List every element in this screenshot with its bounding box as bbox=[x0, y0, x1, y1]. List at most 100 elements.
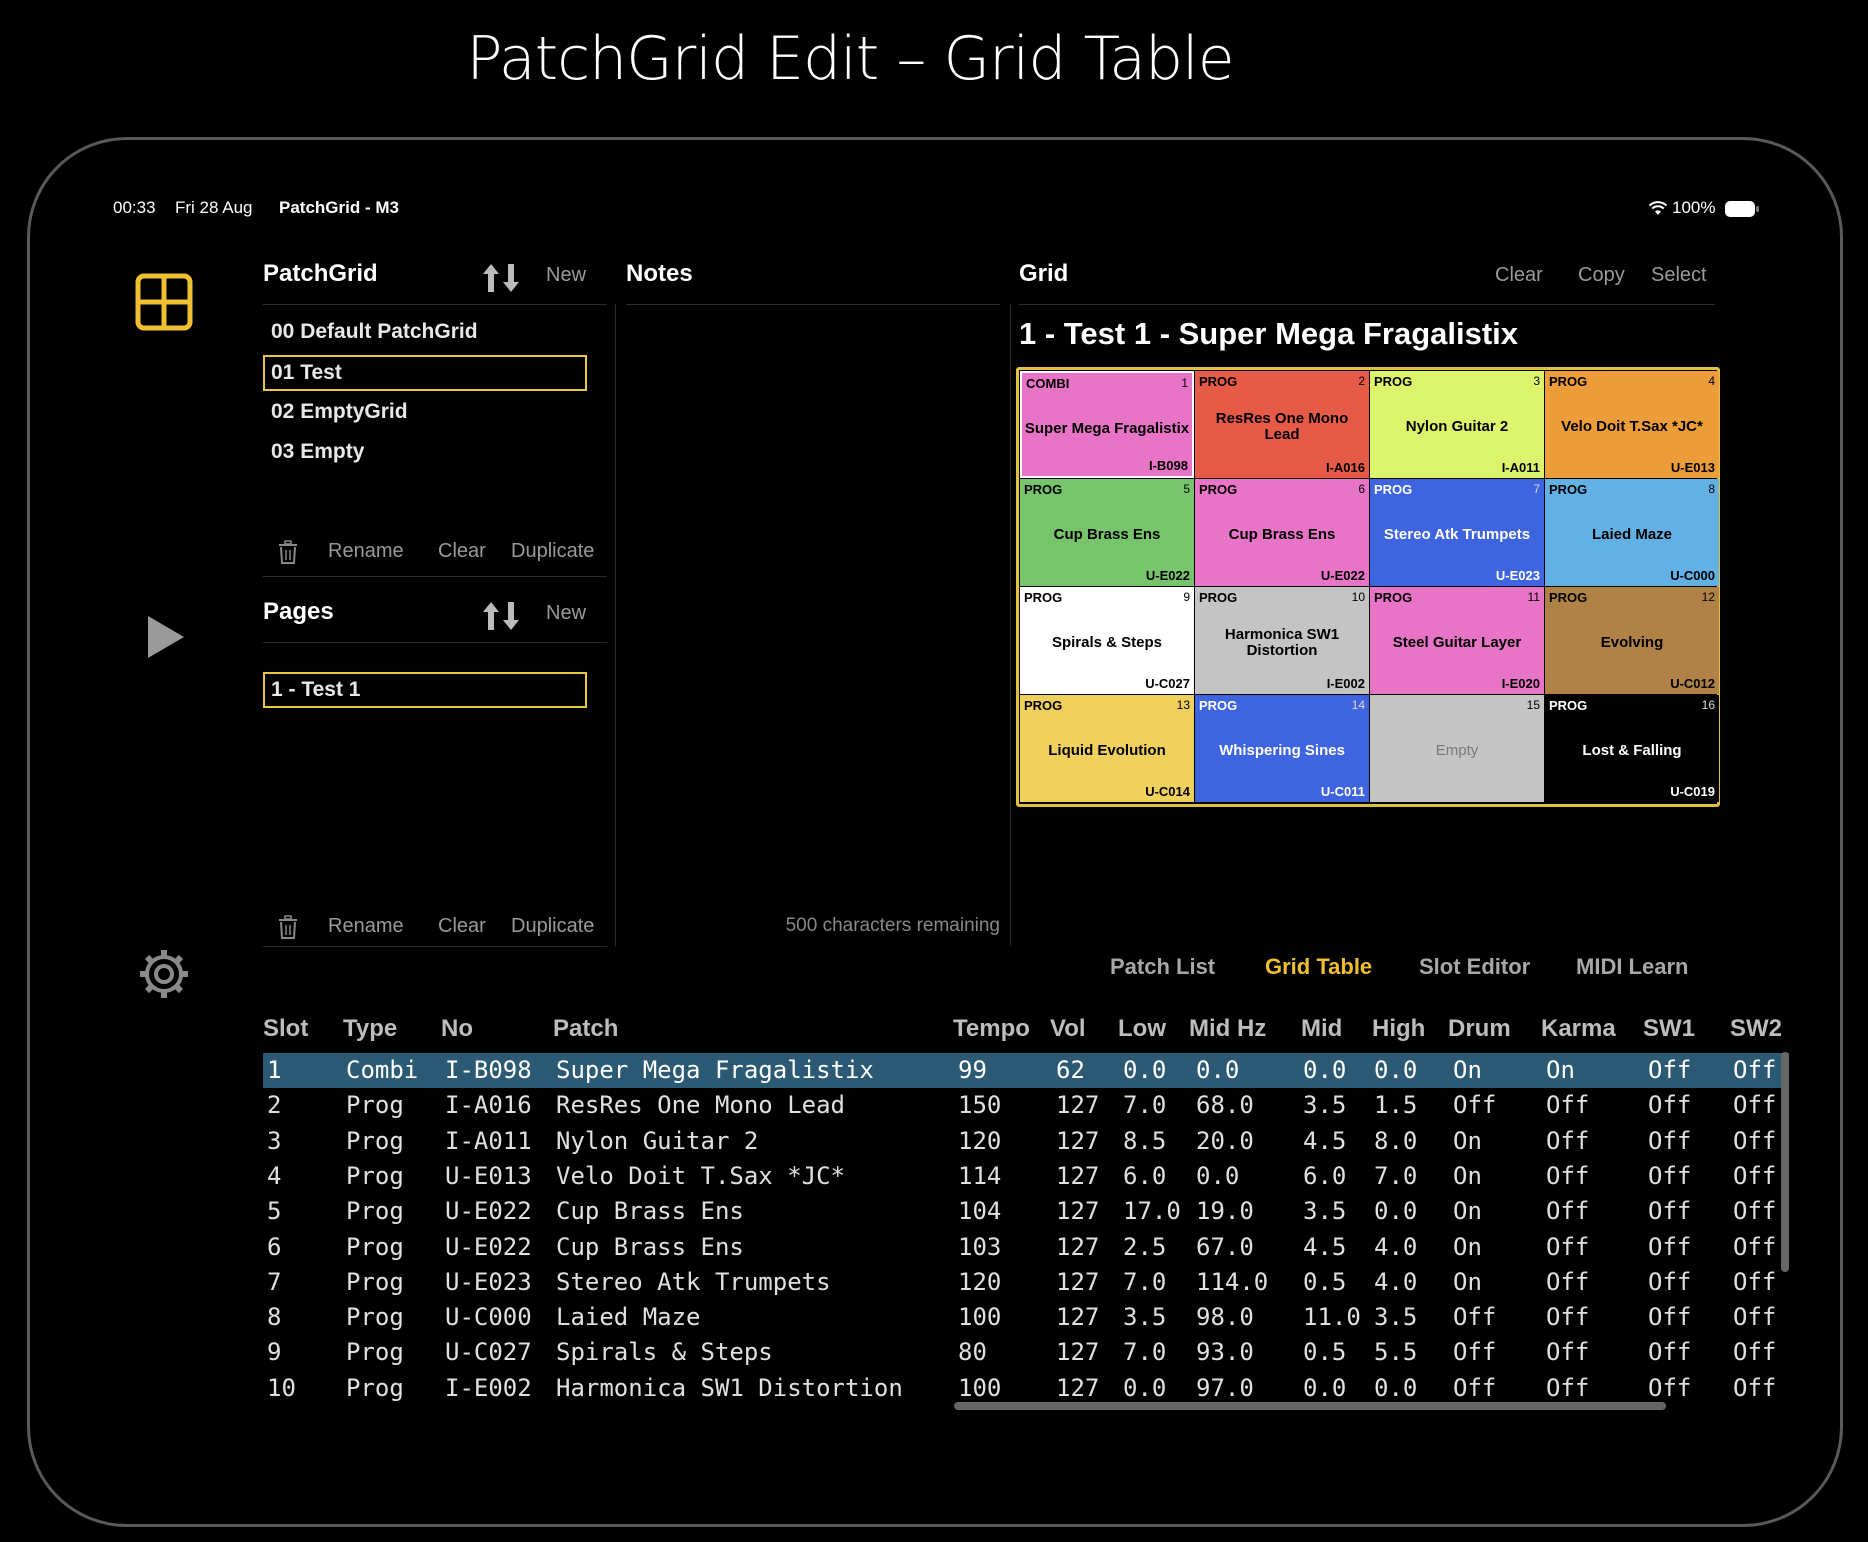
grid-cell[interactable]: PROG 14 Whispering Sines U-C011 bbox=[1195, 695, 1369, 802]
grid-cell[interactable]: PROG 3 Nylon Guitar 2 I-A011 bbox=[1370, 371, 1544, 478]
grid-cell[interactable]: PROG 2 ResRes One Mono Lead I-A016 bbox=[1195, 371, 1369, 478]
play-icon[interactable] bbox=[146, 614, 186, 660]
grid-cell-number: 8 bbox=[1708, 482, 1715, 496]
notes-textarea[interactable] bbox=[626, 312, 1000, 902]
table-row[interactable]: 5 Prog U-E022 Cup Brass Ens 104 127 17.0 19.0 3.… bbox=[263, 1194, 1789, 1229]
table-cell: 4 bbox=[267, 1161, 282, 1190]
gear-icon[interactable] bbox=[138, 948, 190, 1000]
col-header-type[interactable]: Type bbox=[343, 1015, 398, 1042]
table-cell: 0.5 bbox=[1303, 1267, 1347, 1296]
grid-cell[interactable]: PROG 6 Cup Brass Ens U-E022 bbox=[1195, 479, 1369, 586]
grid-cell-type: PROG bbox=[1024, 482, 1063, 497]
table-row[interactable]: 2 Prog I-A016 ResRes One Mono Lead 150 127 7.0… bbox=[263, 1088, 1789, 1123]
grid-cell-name: Nylon Guitar 2 bbox=[1405, 418, 1509, 435]
col-header-patch[interactable]: Patch bbox=[553, 1015, 619, 1042]
pages-clear-button[interactable]: Clear bbox=[438, 915, 486, 937]
grid-cell-number: 7 bbox=[1533, 482, 1540, 496]
grid-cell-name: Empty bbox=[1435, 742, 1479, 759]
grid-cell[interactable]: PROG 10 Harmonica SW1 Distortion I-E002 bbox=[1195, 587, 1369, 694]
col-header-low[interactable]: Low bbox=[1118, 1015, 1166, 1042]
patchgrid-rename-button[interactable]: Rename bbox=[328, 540, 404, 562]
grid-cell[interactable]: PROG 8 Laied Maze U-C000 bbox=[1545, 479, 1719, 586]
table-cell: Off bbox=[1648, 1267, 1692, 1296]
tab-slot-editor[interactable]: Slot Editor bbox=[1419, 954, 1531, 979]
divider bbox=[615, 304, 616, 946]
table-cell: 120 bbox=[958, 1126, 1002, 1155]
table-row[interactable]: 7 Prog U-E023 Stereo Atk Trumpets 120 127 7.0 1… bbox=[263, 1265, 1789, 1300]
grid-cell-type: PROG bbox=[1199, 590, 1238, 605]
col-header-high[interactable]: High bbox=[1372, 1015, 1426, 1042]
sort-arrows-icon[interactable] bbox=[480, 262, 522, 294]
tab-patch-list[interactable]: Patch List bbox=[1110, 954, 1216, 979]
table-cell: 68.0 bbox=[1196, 1091, 1254, 1120]
col-header-vol[interactable]: Vol bbox=[1050, 1015, 1086, 1042]
grid-cell[interactable]: PROG 12 Evolving U-C012 bbox=[1545, 587, 1719, 694]
grid-cell[interactable]: PROG 9 Spirals & Steps U-C027 bbox=[1020, 587, 1194, 694]
tab-grid-table[interactable]: Grid Table bbox=[1265, 954, 1373, 979]
grid-cell[interactable]: 15 Empty bbox=[1370, 695, 1544, 802]
col-header-tempo[interactable]: Tempo bbox=[953, 1015, 1030, 1042]
table-row[interactable]: 3 Prog I-A011 Nylon Guitar 2 120 127 8.5 20.0 4.… bbox=[263, 1124, 1789, 1159]
sort-arrows-icon[interactable] bbox=[480, 600, 522, 632]
table-row[interactable]: 8 Prog U-C000 Laied Maze 100 127 3.5 98.0 11.0 3.… bbox=[263, 1300, 1789, 1335]
grid-cell[interactable]: PROG 4 Velo Doit T.Sax *JC* U-E013 bbox=[1545, 371, 1719, 478]
patchgrid-item[interactable]: 00 Default PatchGrid bbox=[271, 320, 478, 343]
col-header-mid[interactable]: Mid bbox=[1301, 1015, 1343, 1042]
headline: PatchGrid Edit – Grid Table bbox=[466, 24, 1234, 94]
pages-new-button[interactable]: New bbox=[546, 602, 587, 624]
battery-percent: 100% bbox=[1672, 198, 1716, 217]
grid-icon[interactable] bbox=[135, 273, 193, 331]
col-header-no[interactable]: No bbox=[441, 1015, 473, 1042]
grid-clear-button[interactable]: Clear bbox=[1495, 264, 1543, 286]
patchgrid-duplicate-button[interactable]: Duplicate bbox=[511, 540, 595, 562]
grid-cell-patch: U-E022 bbox=[1145, 568, 1190, 583]
patchgrid-new-button[interactable]: New bbox=[546, 264, 587, 286]
table-cell: ResRes One Mono Lead bbox=[556, 1091, 845, 1120]
col-header-mid-hz[interactable]: Mid Hz bbox=[1189, 1015, 1267, 1042]
grid-cell[interactable]: PROG 11 Steel Guitar Layer I-E020 bbox=[1370, 587, 1544, 694]
table-cell: 2 bbox=[267, 1091, 282, 1120]
patchgrid-item[interactable]: 02 EmptyGrid bbox=[271, 400, 408, 423]
table-row[interactable]: 10 Prog I-E002 Harmonica SW1 Distortion 100 1… bbox=[263, 1371, 1789, 1406]
col-header-slot[interactable]: Slot bbox=[263, 1015, 309, 1042]
table-row[interactable]: 4 Prog U-E013 Velo Doit T.Sax *JC* 114 127 6.0… bbox=[263, 1159, 1789, 1194]
table-cell: 6 bbox=[267, 1232, 282, 1261]
pages-rename-button[interactable]: Rename bbox=[328, 915, 404, 937]
col-header-karma[interactable]: Karma bbox=[1541, 1015, 1616, 1042]
table-cell: 3.5 bbox=[1303, 1197, 1347, 1226]
grid-cell[interactable]: PROG 13 Liquid Evolution U-C014 bbox=[1020, 695, 1194, 802]
grid-select-button[interactable]: Select bbox=[1651, 264, 1707, 286]
patchgrid-item[interactable]: 03 Empty bbox=[271, 440, 365, 463]
grid-cell[interactable]: PROG 5 Cup Brass Ens U-E022 bbox=[1020, 479, 1194, 586]
grid-copy-button[interactable]: Copy bbox=[1578, 264, 1625, 286]
page-item-selected[interactable]: 1 - Test 1 bbox=[263, 672, 587, 708]
vertical-scrollbar[interactable] bbox=[1781, 1052, 1789, 1272]
horizontal-scrollbar[interactable] bbox=[954, 1402, 1666, 1410]
grid-cell-number: 15 bbox=[1526, 698, 1540, 712]
grid-cell-number: 2 bbox=[1358, 374, 1365, 388]
table-cell: Cup Brass Ens bbox=[556, 1197, 744, 1226]
table-cell: 9 bbox=[267, 1338, 282, 1367]
table-cell: 127 bbox=[1056, 1091, 1100, 1120]
divider bbox=[263, 304, 607, 305]
pages-duplicate-button[interactable]: Duplicate bbox=[511, 915, 595, 937]
col-header-drum[interactable]: Drum bbox=[1448, 1015, 1511, 1042]
table-cell: Off bbox=[1648, 1338, 1692, 1367]
tab-midi-learn[interactable]: MIDI Learn bbox=[1576, 954, 1689, 979]
trash-icon[interactable] bbox=[277, 540, 299, 564]
col-header-sw2[interactable]: SW2 bbox=[1730, 1015, 1783, 1042]
col-header-sw1[interactable]: SW1 bbox=[1643, 1015, 1696, 1042]
grid-cell-name: Cup Brass Ens bbox=[1053, 526, 1161, 543]
grid-cell[interactable]: COMBI 1 Super Mega Fragalistix I-B098 bbox=[1020, 371, 1194, 478]
patchgrid-item-selected[interactable]: 01 Test bbox=[263, 355, 587, 391]
table-cell: 99 bbox=[958, 1056, 987, 1084]
table-row[interactable]: 1 Combi I-B098 Super Mega Fragalistix 99 62 0.… bbox=[263, 1053, 1789, 1088]
table-cell: 0.0 bbox=[1374, 1373, 1418, 1402]
table-cell: U-C027 bbox=[445, 1338, 532, 1367]
patchgrid-clear-button[interactable]: Clear bbox=[438, 540, 486, 562]
table-row[interactable]: 9 Prog U-C027 Spirals & Steps 80 127 7.0 93.0 0.… bbox=[263, 1335, 1789, 1370]
table-row[interactable]: 6 Prog U-E022 Cup Brass Ens 103 127 2.5 67.0 4.5… bbox=[263, 1230, 1789, 1265]
grid-cell[interactable]: PROG 7 Stereo Atk Trumpets U-E023 bbox=[1370, 479, 1544, 586]
grid-cell[interactable]: PROG 16 Lost & Falling U-C019 bbox=[1545, 695, 1719, 802]
trash-icon[interactable] bbox=[277, 915, 299, 939]
